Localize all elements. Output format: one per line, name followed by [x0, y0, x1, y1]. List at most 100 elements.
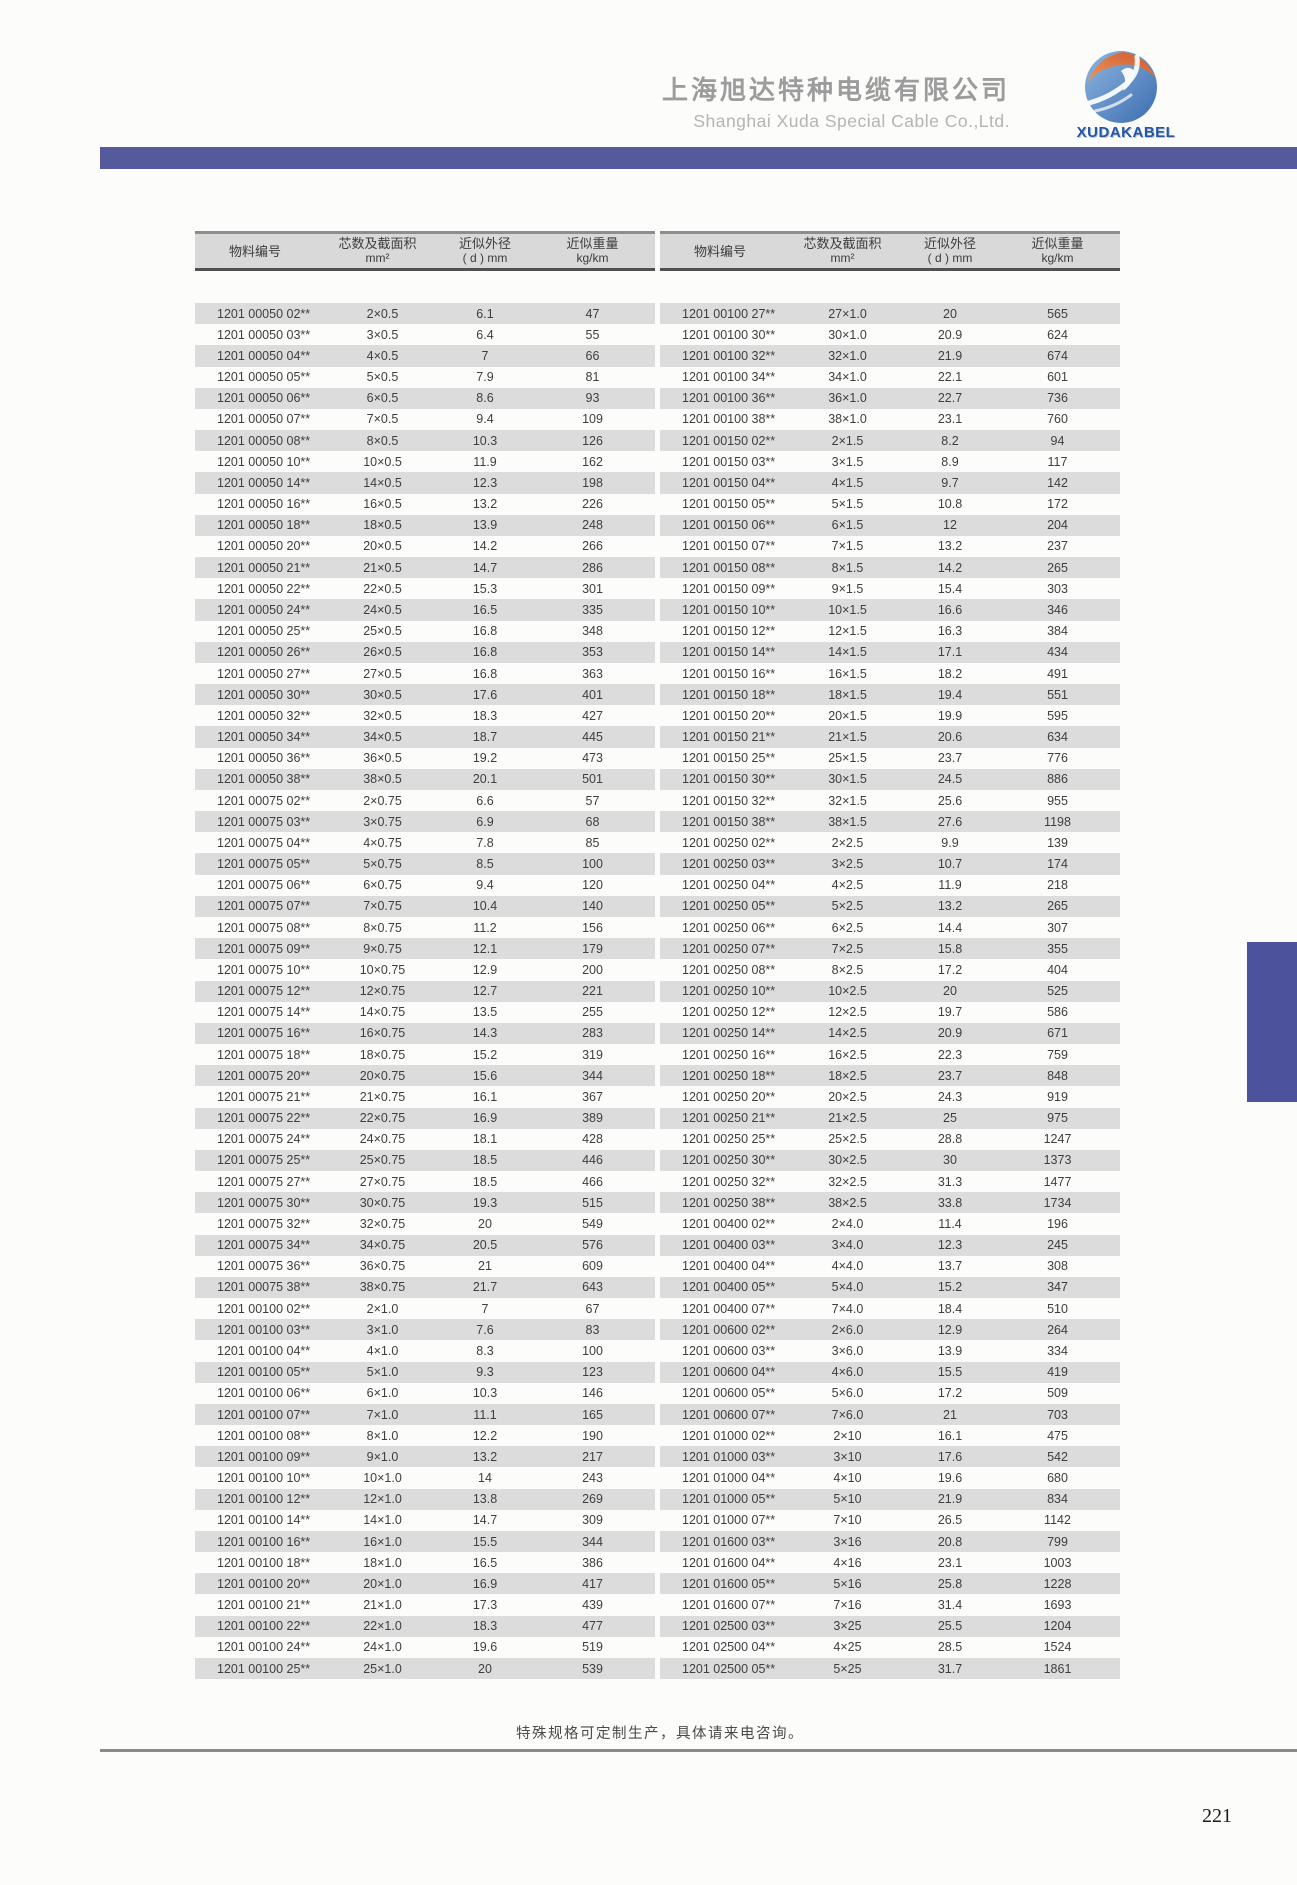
col-header-outer-diameter: 近似外径 ( d ) mm	[458, 236, 511, 265]
cores-and-section: 36×0.5	[363, 751, 402, 766]
table-row: 1201 00250 10** 10×2.5 20 525	[660, 980, 1120, 1002]
outer-diameter: 24.3	[937, 1089, 963, 1104]
cores-and-section: 18×0.5	[363, 518, 402, 533]
material-number: 1201 00075 06**	[217, 878, 311, 893]
material-number: 1201 00150 09**	[682, 581, 776, 596]
outer-diameter: 22.1	[937, 370, 963, 385]
outer-diameter: 15.4	[937, 581, 963, 596]
weight: 549	[582, 1216, 603, 1231]
weight: 344	[582, 1534, 603, 1549]
outer-diameter: 20	[943, 984, 957, 999]
material-number: 1201 00075 38**	[217, 1280, 311, 1295]
outer-diameter: 9.9	[941, 835, 959, 850]
weight: 1198	[1044, 814, 1071, 829]
material-number: 1201 00075 16**	[217, 1026, 311, 1041]
weight: 120	[582, 878, 603, 893]
material-number: 1201 00100 25**	[217, 1661, 311, 1676]
table-row: 1201 00150 10** 10×1.5 16.6 346	[660, 599, 1120, 621]
outer-diameter: 23.1	[937, 412, 963, 427]
table-row: 1201 00075 07** 7×0.75 10.4 140	[195, 895, 655, 917]
table-row: 1201 00050 03** 3×0.5 6.4 55	[195, 324, 655, 345]
table-row: 1201 00100 06** 6×1.0 10.3 146	[195, 1383, 655, 1404]
cores-and-section: 3×4.0	[831, 1238, 864, 1253]
weight: 81	[585, 370, 600, 385]
table-header: 物料编号 芯数及截面积 mm² 近似外径 ( d ) mm 近似重量 kg/km	[660, 231, 1120, 271]
cores-and-section: 7×0.5	[366, 412, 399, 427]
outer-diameter: 17.6	[937, 1449, 963, 1464]
outer-diameter: 12.2	[472, 1428, 498, 1443]
material-number: 1201 00400 02**	[682, 1216, 776, 1231]
table-row: 1201 00100 34** 34×1.0 22.1 601	[660, 367, 1120, 388]
table-row: 1201 00050 02** 2×0.5 6.1 47	[195, 303, 655, 325]
cores-and-section: 20×2.5	[828, 1089, 867, 1104]
table-row: 1201 01000 04** 4×10 19.6 680	[660, 1467, 1120, 1488]
weight: 174	[1047, 857, 1068, 872]
outer-diameter: 13.5	[472, 1005, 498, 1020]
table-row: 1201 00050 34** 34×0.5 18.7 445	[195, 726, 655, 748]
weight: 609	[582, 1259, 603, 1274]
material-number: 1201 00150 07**	[682, 539, 776, 554]
outer-diameter: 21.9	[937, 348, 963, 363]
outer-diameter: 16.8	[472, 624, 498, 639]
material-number: 1201 00075 03**	[217, 814, 311, 829]
table-row: 1201 00050 04** 4×0.5 7 66	[195, 345, 655, 367]
table-row: 1201 00075 06** 6×0.75 9.4 120	[195, 875, 655, 896]
outer-diameter: 23.7	[937, 1068, 963, 1083]
cores-and-section: 3×0.5	[366, 327, 399, 342]
outer-diameter: 9.4	[476, 878, 494, 893]
material-number: 1201 02500 04**	[682, 1640, 776, 1655]
company-name-english: Shanghai Xuda Special Cable Co.,Ltd.	[693, 111, 1010, 131]
company-name-chinese: 上海旭达特种电缆有限公司	[661, 75, 1010, 105]
table-row: 1201 00075 38** 38×0.75 21.7 643	[195, 1276, 655, 1299]
material-number: 1201 00150 21**	[682, 730, 776, 745]
table-row: 1201 00100 09** 9×1.0 13.2 217	[195, 1446, 655, 1468]
cores-and-section: 27×1.0	[828, 306, 867, 321]
outer-diameter: 24.5	[937, 772, 963, 787]
material-number: 1201 00050 07**	[217, 412, 311, 427]
cores-and-section: 38×0.5	[363, 772, 402, 787]
weight: 542	[1047, 1449, 1068, 1464]
weight: 198	[582, 475, 603, 490]
outer-diameter: 18.4	[937, 1301, 963, 1316]
table-row: 1201 00075 18** 18×0.75 15.2 319	[195, 1044, 655, 1065]
cores-and-section: 14×1.0	[363, 1513, 402, 1528]
weight: 264	[1047, 1322, 1068, 1337]
cores-and-section: 26×0.5	[363, 645, 402, 660]
weight: 140	[582, 899, 603, 914]
weight: 439	[582, 1598, 603, 1613]
cores-and-section: 5×2.5	[831, 899, 864, 914]
material-number: 1201 01000 07**	[682, 1513, 776, 1528]
weight: 445	[582, 730, 603, 745]
cores-and-section: 3×6.0	[831, 1344, 864, 1358]
outer-diameter: 12.3	[472, 475, 498, 490]
weight: 955	[1047, 793, 1068, 808]
outer-diameter: 16.5	[472, 1555, 498, 1570]
cores-and-section: 34×1.0	[828, 370, 867, 385]
outer-diameter: 18.3	[472, 708, 498, 723]
cores-and-section: 3×1.5	[831, 454, 864, 469]
cores-and-section: 12×0.75	[359, 984, 406, 999]
material-number: 1201 00250 14**	[682, 1026, 776, 1041]
cores-and-section: 5×0.75	[363, 857, 402, 872]
table-row: 1201 00075 14** 14×0.75 13.5 255	[195, 1002, 655, 1023]
weight: 363	[582, 666, 603, 681]
material-number: 1201 00250 25**	[682, 1132, 776, 1147]
table-row: 1201 00050 27** 27×0.5 16.8 363	[195, 663, 655, 684]
table-row: 1201 00150 32** 32×1.5 25.6 955	[660, 790, 1120, 811]
outer-diameter: 10.4	[472, 899, 498, 914]
company-logo-globe-icon	[1083, 49, 1159, 125]
table-row: 1201 00250 25** 25×2.5 28.8 1247	[660, 1129, 1120, 1150]
outer-diameter: 17.6	[472, 687, 498, 702]
material-number: 1201 00250 03**	[682, 857, 776, 872]
cores-and-section: 6×1.5	[831, 518, 864, 533]
cores-and-section: 22×0.5	[363, 581, 402, 596]
outer-diameter: 15.8	[937, 941, 963, 956]
weight: 57	[585, 793, 600, 808]
material-number: 1201 00100 04**	[217, 1344, 311, 1358]
table-row: 1201 00250 06** 6×2.5 14.4 307	[660, 917, 1120, 938]
table-row: 1201 00250 30** 30×2.5 30 1373	[660, 1149, 1120, 1172]
weight: 319	[582, 1047, 603, 1062]
cores-and-section: 4×16	[833, 1555, 862, 1570]
col-header-weight: 近似重量 kg/km	[1031, 236, 1084, 265]
weight: 886	[1047, 772, 1068, 787]
